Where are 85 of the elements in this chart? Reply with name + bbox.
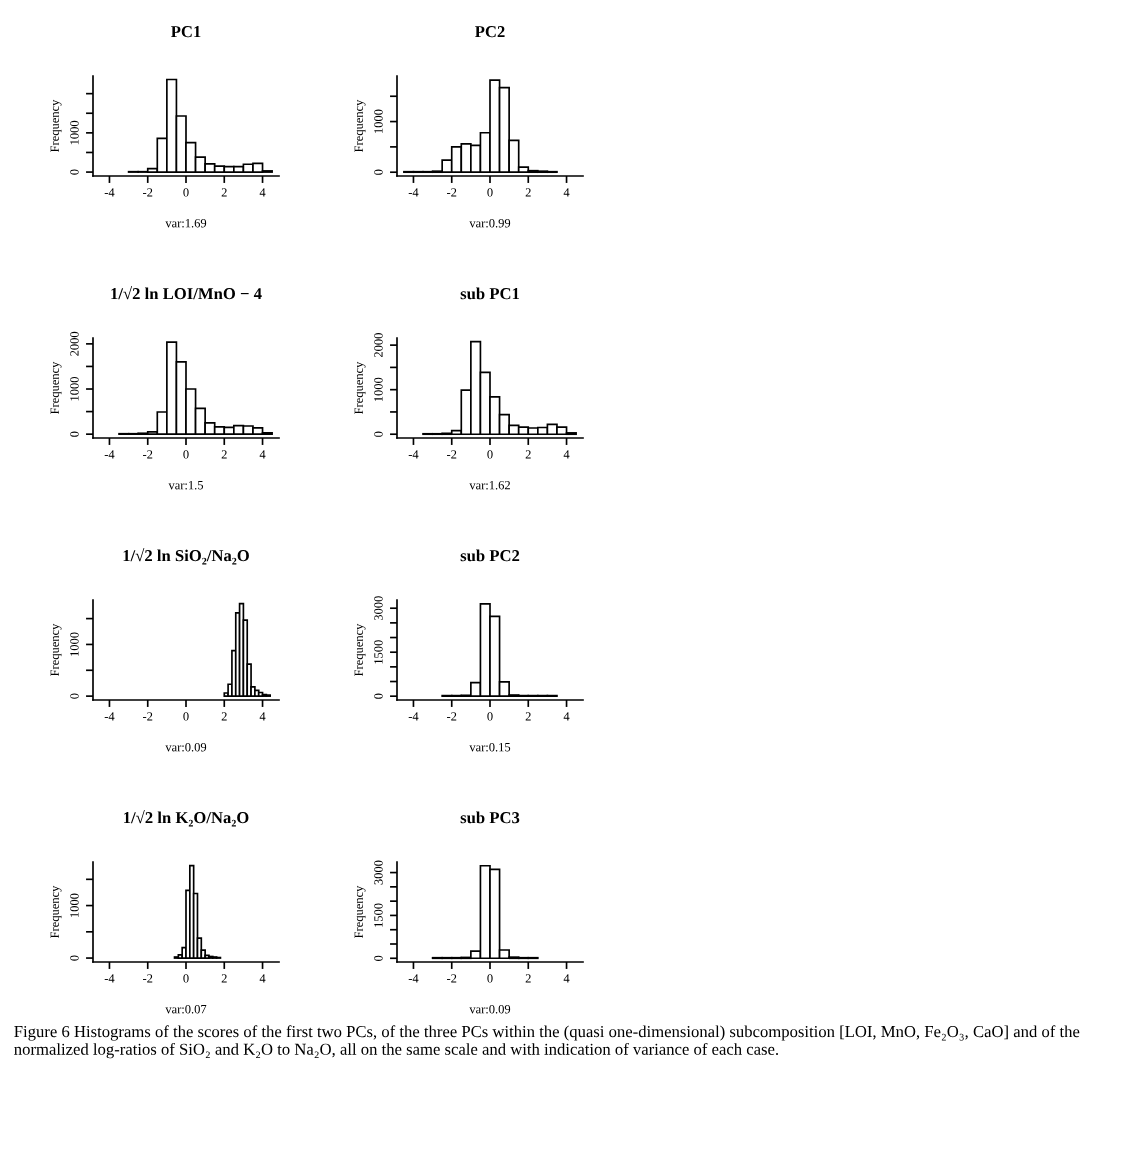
x-axis-title: var:0.15 [469,742,511,752]
x-tick-label: -4 [408,974,419,983]
chart-title: sub PC3 [460,811,520,824]
x-tick-label: -2 [142,450,153,459]
x-tick-label: 0 [183,712,189,721]
y-tick-label: 0 [374,431,383,437]
y-tick-label: 1000 [70,893,79,917]
chart-title: 1/√2 ln LOI/MnO − 4 [111,285,262,300]
y-axis-title: Frequency [50,361,62,415]
x-tick-label: 2 [525,974,531,983]
y-axis-title: Frequency [50,623,62,677]
x-tick-label: -2 [446,974,457,983]
y-tick-label: 2000 [374,333,383,358]
y-tick-label: 2000 [70,331,79,356]
y-tick-label: 0 [70,431,79,437]
caption: Figure 6 Histograms of the scores of the first two PCs, of the three PCs within the (quasi one-dimensional) subcomposition [LOI, MnO, Fe₂O₃, CaO] and of the normalized log-ratios of SiO₂ and K₂O to Na₂O, all on the same scale and with indication of variance of each case. [14,1025,1080,1059]
x-axis-title: var:0.99 [469,218,511,228]
y-axis-title: Frequency [354,885,366,939]
x-tick-label: 0 [487,450,493,459]
x-tick-label: 2 [525,188,531,197]
y-tick-label: 1500 [374,903,383,927]
x-tick-label: -4 [408,712,419,721]
y-tick-label: 1000 [70,376,79,401]
x-tick-label: 4 [259,450,266,459]
y-tick-label: 0 [374,955,383,961]
x-tick-label: -4 [408,450,419,459]
x-tick-label: 4 [563,712,570,721]
x-tick-label: 0 [487,188,493,197]
x-axis-title: var:0.09 [165,742,207,752]
x-axis-title: var:0.07 [165,1004,207,1014]
y-tick-label: 1500 [374,640,383,664]
y-tick-label: 0 [70,693,79,699]
x-tick-label: 2 [221,712,227,721]
x-tick-label: -2 [142,712,153,721]
x-tick-label: 4 [259,974,266,983]
x-tick-label: 0 [487,974,493,983]
y-tick-label: 1000 [70,632,79,656]
chart-title: sub PC1 [460,287,520,300]
x-axis-title: var:1.5 [168,481,204,490]
chart-title: PC2 [475,26,505,38]
x-tick-label: -4 [104,974,115,983]
y-tick-label: 3000 [374,860,383,885]
x-tick-label: -2 [446,712,457,721]
y-tick-label: 0 [70,169,79,175]
x-tick-label: -2 [446,450,457,459]
x-axis-title: var:1.62 [469,480,510,490]
x-tick-label: 4 [563,450,570,459]
chart-title: 1/√2 ln SiO₂/Na₂O [123,547,249,565]
x-tick-label: 4 [563,188,570,197]
y-axis-title: Frequency [50,885,62,939]
x-tick-label: -4 [104,450,115,459]
chart-title: sub PC2 [460,549,520,562]
y-tick-label: 3000 [374,596,383,621]
x-tick-label: -2 [142,974,153,983]
x-tick-label: -4 [408,188,419,197]
y-tick-label: 0 [70,955,79,961]
x-tick-label: 0 [183,188,189,197]
x-tick-label: -2 [142,188,153,197]
x-axis-title: var:0.09 [469,1004,511,1014]
x-tick-label: -4 [104,188,115,197]
x-tick-label: 4 [259,712,266,721]
y-tick-label: 0 [374,693,383,699]
x-tick-label: 2 [221,974,227,983]
x-tick-label: 2 [221,450,227,459]
chart-title: PC1 [171,26,201,38]
x-tick-label: 2 [525,450,531,459]
y-axis-title: Frequency [354,99,366,153]
chart-title: 1/√2 ln K₂O/Na₂O [124,809,249,827]
x-tick-label: 4 [259,188,266,197]
y-tick-label: 1000 [70,120,79,145]
y-tick-label: 0 [374,169,383,175]
y-tick-label: 1000 [374,109,383,133]
y-axis-title: Frequency [354,623,366,677]
x-tick-label: 0 [487,712,493,721]
x-tick-label: -4 [104,712,115,721]
y-axis-title: Frequency [50,99,62,153]
x-tick-label: 0 [183,450,189,459]
x-tick-label: -2 [446,188,457,197]
x-axis-title: var:1.69 [165,218,207,228]
x-tick-label: 2 [221,188,227,197]
y-tick-label: 1000 [374,377,383,402]
x-tick-label: 2 [525,712,531,721]
y-axis-title: Frequency [354,361,366,415]
x-tick-label: 0 [183,974,189,983]
x-tick-label: 4 [563,974,570,983]
